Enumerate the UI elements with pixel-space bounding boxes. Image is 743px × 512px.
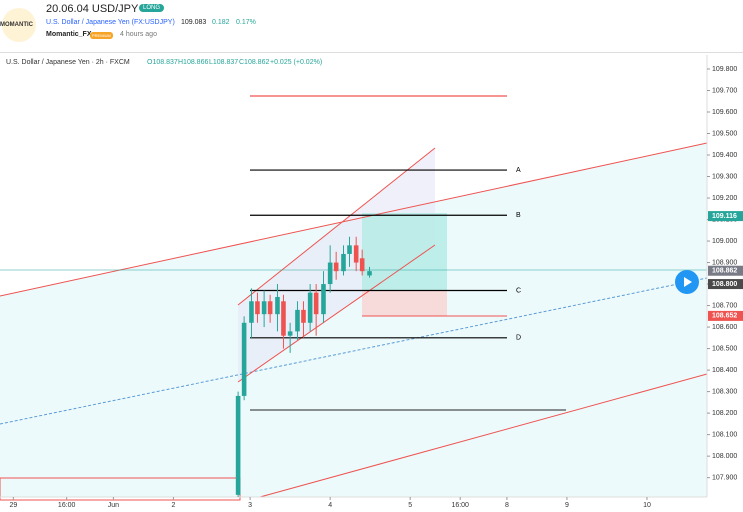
y-tick-label: 108.900 xyxy=(712,259,737,266)
y-tick-label: 108.000 xyxy=(712,453,737,460)
price-tag xyxy=(708,279,743,290)
chart: U.S. Dollar / Japanese Yen · 2h · FXCM O… xyxy=(0,55,743,509)
y-tick-label: 108.100 xyxy=(712,431,737,438)
candle-body xyxy=(241,322,247,396)
x-tick-label: 16:00 xyxy=(451,502,469,509)
candle-body xyxy=(327,262,333,285)
candle-body xyxy=(313,292,319,315)
candle-body xyxy=(321,284,326,315)
candle-body xyxy=(249,301,254,323)
legend-change: +0.025 (+0.02%) xyxy=(270,59,322,66)
candle-body xyxy=(367,271,372,276)
flag-line xyxy=(237,147,436,306)
x-tick-label: 9 xyxy=(565,502,569,509)
y-tick-label: 109.600 xyxy=(712,109,737,116)
x-tick-label: 16:00 xyxy=(58,502,76,509)
candle-body xyxy=(307,292,313,323)
price: 109.083 xyxy=(181,19,207,26)
candle-body xyxy=(267,301,273,315)
x-tick-label: 8 xyxy=(505,502,509,509)
x-tick-label: Jun xyxy=(108,502,119,509)
y-tick-label: 108.600 xyxy=(712,324,737,331)
channel-fill xyxy=(0,143,707,497)
x-tick-label: 2 xyxy=(171,502,175,509)
y-tick-label: 109.300 xyxy=(712,173,737,180)
price-tag xyxy=(708,211,743,222)
loss-zone xyxy=(362,290,447,316)
y-tick-label: 108.300 xyxy=(712,388,737,395)
y-tick-label: 108.200 xyxy=(712,410,737,417)
candle-body xyxy=(275,296,280,315)
x-tick-label: 29 xyxy=(9,502,17,509)
legend-low: L108.837 xyxy=(209,59,238,66)
candle-body xyxy=(353,245,359,263)
flag-line xyxy=(237,244,436,383)
legend-open: O108.837 xyxy=(147,59,178,66)
level-label: B xyxy=(516,212,521,219)
divider xyxy=(0,52,743,53)
legend-close: C108.862 xyxy=(239,59,269,66)
y-tick-label: 109.400 xyxy=(712,152,737,159)
candle-body xyxy=(359,258,365,272)
price-tag-label: 108.652 xyxy=(712,313,737,320)
long-badge: LONG xyxy=(139,4,165,12)
price-axis xyxy=(707,55,743,497)
header: MOMANTIC 20.06.04 USD/JPY LONG U.S. Doll… xyxy=(0,0,743,50)
price-tag-label: 108.862 xyxy=(712,268,737,275)
candle-body xyxy=(261,301,267,315)
play-icon xyxy=(684,277,692,287)
price-tag-label: 109.116 xyxy=(712,213,737,220)
level-label: D xyxy=(516,335,521,342)
channel-line xyxy=(0,142,708,297)
y-tick-label: 109.700 xyxy=(712,87,737,94)
level-label: A xyxy=(516,167,521,174)
symbol[interactable]: U.S. Dollar / Japanese Yen (FX:USDJPY) xyxy=(46,19,175,26)
author[interactable]: Momantic_FX xyxy=(46,31,92,38)
x-tick-label: 3 xyxy=(248,502,252,509)
time: 4 hours ago xyxy=(120,31,157,38)
y-tick-label: 109.500 xyxy=(712,130,737,137)
idea-title: 20.06.04 USD/JPY xyxy=(46,3,139,15)
y-tick-label: 108.700 xyxy=(712,302,737,309)
x-tick-label: 4 xyxy=(328,502,332,509)
mid-line xyxy=(0,277,708,425)
avatar xyxy=(2,8,36,42)
y-tick-label: 107.900 xyxy=(712,474,737,481)
candle-body xyxy=(281,301,286,336)
legend-high: H108.866 xyxy=(178,59,208,66)
x-tick-label: 10 xyxy=(643,502,651,509)
price-tag xyxy=(708,310,743,321)
logo: MOMANTIC xyxy=(0,22,33,28)
level-label: C xyxy=(516,287,521,294)
legend-name: U.S. Dollar / Japanese Yen · 2h · FXCM xyxy=(6,59,130,66)
candle-body xyxy=(333,262,339,272)
y-tick-label: 108.500 xyxy=(712,345,737,352)
candle-body xyxy=(341,253,346,272)
x-tick-label: 5 xyxy=(408,502,412,509)
author-badge: PREMIUM xyxy=(90,32,113,39)
channel-line xyxy=(259,373,708,498)
profit-zone xyxy=(362,213,447,290)
change-pct: 0.17% xyxy=(236,19,256,26)
y-tick-label: 109.800 xyxy=(712,66,737,73)
candle-body xyxy=(301,309,306,323)
candle-body xyxy=(255,301,260,315)
candle-body xyxy=(287,331,293,336)
y-tick-label: 109.200 xyxy=(712,195,737,202)
y-tick-label: 109.000 xyxy=(712,238,737,245)
candle-body xyxy=(295,309,300,332)
candle-body xyxy=(347,245,352,254)
y-tick-label: 108.400 xyxy=(712,367,737,374)
price-tag-label: 108.800 xyxy=(712,281,737,288)
candle-body xyxy=(235,395,241,495)
change: 0.182 xyxy=(212,19,230,26)
price-tag xyxy=(708,265,743,276)
